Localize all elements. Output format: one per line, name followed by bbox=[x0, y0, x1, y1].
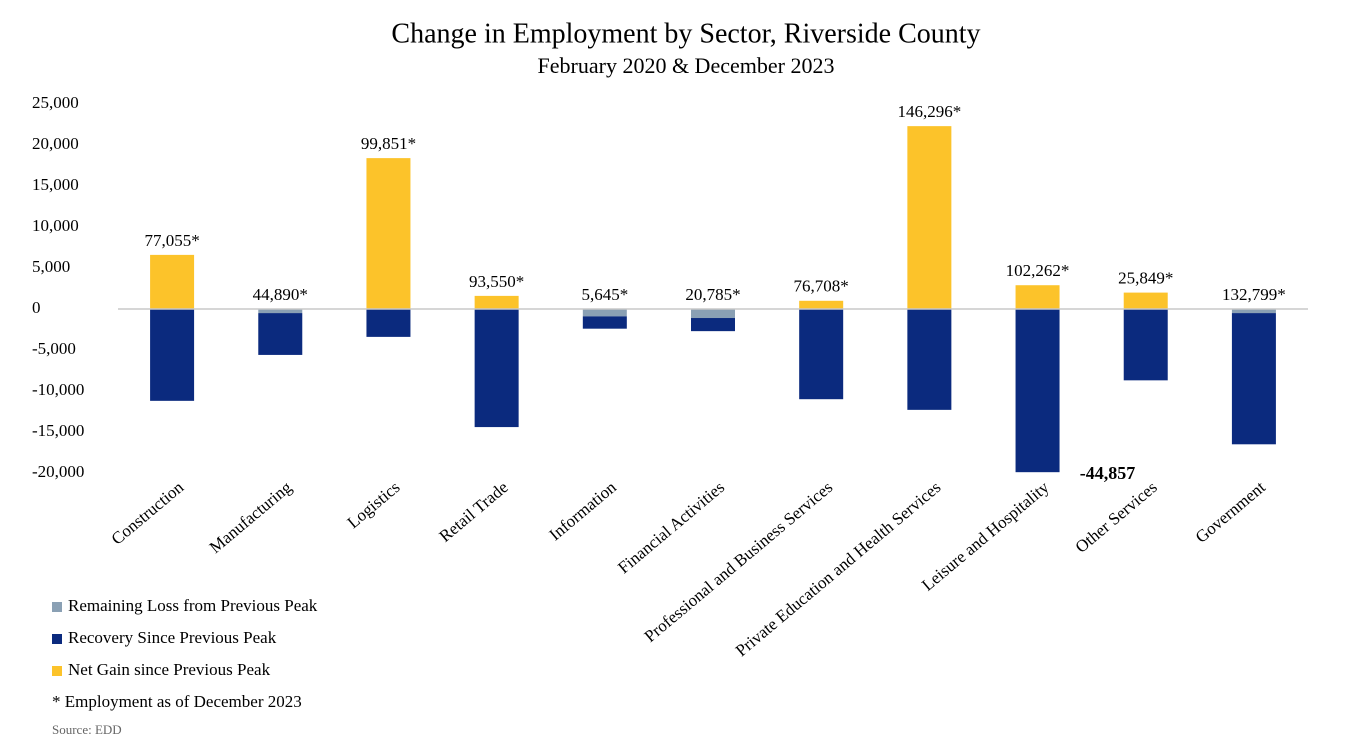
bar bbox=[150, 309, 195, 401]
bar bbox=[1231, 313, 1276, 445]
bar bbox=[691, 318, 735, 332]
bar bbox=[366, 309, 411, 337]
bar bbox=[582, 309, 627, 317]
employment-label: 20,785* bbox=[685, 285, 740, 304]
chart-subtitle: February 2020 & December 2023 bbox=[538, 53, 835, 78]
legend-swatch bbox=[52, 602, 62, 612]
bar bbox=[1123, 292, 1168, 309]
employment-label: 99,851* bbox=[361, 134, 416, 153]
y-tick-label: 0 bbox=[32, 298, 41, 317]
annotation: -44,857 bbox=[1080, 463, 1136, 483]
bar bbox=[258, 313, 303, 355]
bar bbox=[474, 309, 519, 428]
employment-label: 25,849* bbox=[1118, 269, 1173, 288]
bar bbox=[582, 316, 627, 329]
legend-swatch bbox=[52, 634, 62, 644]
employment-label: 102,262* bbox=[1006, 261, 1070, 280]
employment-label: 132,799* bbox=[1222, 285, 1286, 304]
y-tick-label: 25,000 bbox=[32, 93, 79, 112]
y-tick-label: 5,000 bbox=[32, 257, 70, 276]
employment-label: 146,296* bbox=[897, 102, 961, 121]
bar bbox=[799, 309, 844, 400]
legend-label: Net Gain since Previous Peak bbox=[68, 660, 271, 679]
bar bbox=[474, 295, 519, 309]
legend-swatch bbox=[52, 666, 62, 676]
bar bbox=[1015, 309, 1060, 473]
legend-label: Remaining Loss from Previous Peak bbox=[68, 596, 318, 615]
y-tick-label: 10,000 bbox=[32, 216, 79, 235]
source: Source: EDD bbox=[52, 722, 122, 737]
employment-label: 5,645* bbox=[581, 285, 628, 304]
y-tick-label: 20,000 bbox=[32, 134, 79, 153]
bar bbox=[907, 126, 952, 309]
employment-label: 93,550* bbox=[469, 272, 524, 291]
bar bbox=[366, 158, 411, 309]
y-tick-label: -20,000 bbox=[32, 462, 84, 481]
bar bbox=[799, 300, 844, 309]
bar bbox=[1123, 309, 1168, 381]
bar bbox=[907, 309, 952, 410]
bar bbox=[691, 309, 735, 319]
chart-title: Change in Employment by Sector, Riversid… bbox=[391, 18, 980, 49]
bar bbox=[1015, 285, 1060, 309]
y-tick-label: 15,000 bbox=[32, 175, 79, 194]
bar bbox=[150, 254, 195, 309]
footnote: * Employment as of December 2023 bbox=[52, 692, 302, 711]
bar bbox=[258, 309, 303, 314]
y-tick-label: -5,000 bbox=[32, 339, 76, 358]
bar bbox=[1231, 309, 1276, 314]
employment-label: 77,055* bbox=[144, 231, 199, 250]
legend-label: Recovery Since Previous Peak bbox=[68, 628, 277, 647]
y-tick-label: -10,000 bbox=[32, 380, 84, 399]
y-tick-label: -15,000 bbox=[32, 421, 84, 440]
employment-label: 76,708* bbox=[794, 277, 849, 296]
employment-label: 44,890* bbox=[253, 285, 308, 304]
